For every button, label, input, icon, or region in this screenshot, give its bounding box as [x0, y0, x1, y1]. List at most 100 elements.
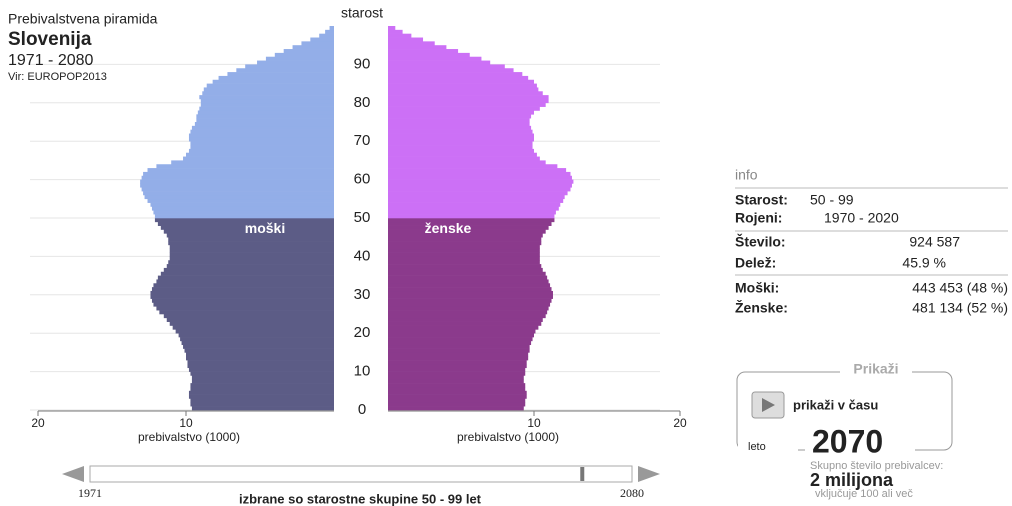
bar — [388, 29, 403, 34]
bar — [388, 375, 524, 380]
bar — [153, 302, 334, 307]
bar — [199, 95, 334, 100]
info-value: 481 134 (52 %) — [912, 300, 1008, 316]
bar — [388, 156, 540, 161]
bar — [388, 386, 526, 392]
bar — [388, 363, 527, 369]
bar — [388, 314, 546, 319]
bar — [388, 160, 546, 165]
bar — [388, 229, 546, 234]
bar — [388, 102, 546, 107]
bar — [169, 244, 334, 250]
bar — [169, 248, 334, 253]
x-tick-label: 20 — [673, 416, 687, 430]
bar — [163, 229, 334, 234]
bar — [183, 344, 334, 349]
bar — [388, 233, 543, 238]
grid — [30, 63, 660, 411]
bar — [388, 298, 552, 303]
bar — [388, 221, 552, 226]
info-value: 45.9 % — [902, 255, 946, 271]
bar — [388, 175, 572, 180]
bar — [202, 91, 334, 96]
info-label: Moški: — [735, 280, 779, 296]
bar — [388, 137, 534, 142]
bar — [191, 375, 334, 380]
bar — [388, 252, 540, 257]
bar — [388, 79, 534, 84]
bar — [388, 133, 534, 138]
x-label: prebivalstvo (1000) — [457, 430, 559, 444]
bar — [388, 210, 556, 215]
bar — [144, 194, 334, 200]
bar — [388, 394, 527, 399]
bar — [388, 145, 533, 150]
bar — [388, 33, 412, 38]
bar — [388, 75, 529, 81]
bar — [150, 290, 334, 296]
bar — [190, 398, 334, 403]
bar — [196, 114, 334, 119]
bar — [188, 394, 334, 399]
y-tick-label: 60 — [354, 171, 371, 188]
bar — [388, 264, 542, 269]
slider-track[interactable] — [89, 465, 633, 483]
bar — [190, 145, 334, 150]
y-label: starost — [341, 5, 383, 21]
info-label: Število: — [735, 233, 786, 250]
bar — [388, 179, 574, 184]
bar — [169, 321, 334, 326]
bar — [160, 225, 334, 230]
slider-right[interactable] — [638, 466, 660, 482]
year-label: leto — [748, 441, 766, 453]
bar — [388, 49, 459, 54]
bar — [151, 298, 334, 303]
slider-left[interactable] — [62, 466, 84, 482]
bar — [153, 210, 334, 215]
bar — [163, 267, 334, 273]
bar — [181, 340, 334, 346]
bar — [168, 237, 334, 242]
series-label: moški — [245, 220, 285, 236]
bar — [157, 275, 334, 280]
bar — [388, 26, 396, 31]
bar — [388, 317, 543, 322]
bar — [157, 221, 334, 226]
bar — [388, 267, 543, 273]
subtitle: Prebivalstvena piramida — [8, 11, 158, 27]
bars — [140, 26, 574, 411]
bar — [388, 45, 447, 50]
bar — [388, 87, 539, 92]
info-label: Rojeni: — [735, 210, 782, 226]
bar — [388, 390, 527, 395]
bar — [190, 371, 334, 376]
bar — [186, 352, 334, 357]
series-label: ženske — [425, 220, 472, 236]
bar — [187, 360, 334, 365]
bar — [388, 290, 553, 296]
bar — [388, 60, 491, 65]
total-label: Skupno število prebivalcev: — [810, 460, 943, 472]
bar — [388, 271, 546, 276]
title: Slovenija — [8, 29, 92, 50]
play-label[interactable]: prikaži v času — [793, 397, 878, 412]
bar — [200, 98, 334, 104]
bar — [388, 141, 533, 146]
y-tick-label: 40 — [354, 247, 371, 264]
bar — [388, 68, 514, 73]
bar — [388, 256, 540, 261]
bar — [188, 367, 334, 372]
bar — [156, 279, 334, 284]
info-label: Starost: — [735, 192, 788, 208]
bar — [388, 194, 565, 200]
bar — [159, 310, 334, 315]
bar — [190, 141, 334, 146]
bar — [388, 171, 571, 177]
legend-bg — [840, 362, 912, 378]
bar — [184, 348, 334, 353]
bar — [388, 187, 571, 192]
x-label: prebivalstvo (1000) — [138, 430, 240, 444]
bar — [388, 371, 526, 376]
mask — [738, 436, 798, 452]
